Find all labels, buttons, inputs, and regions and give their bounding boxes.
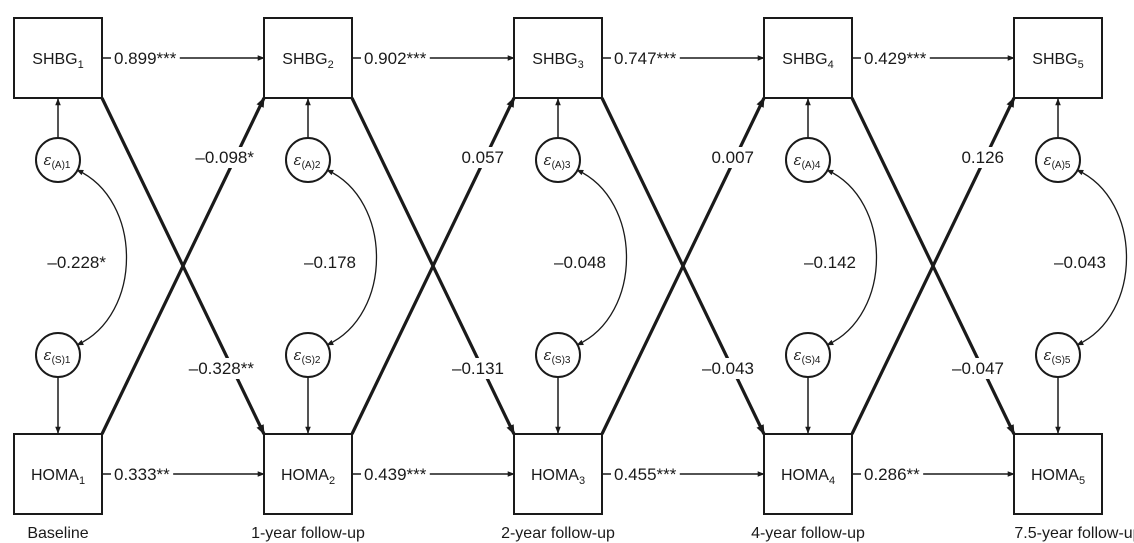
homa-node-box	[513, 433, 603, 515]
label-background	[611, 464, 680, 485]
wave-label: 4-year follow-up	[751, 525, 865, 542]
shbg-to-homa-coefficient: –0.328**	[189, 359, 255, 378]
wave-label: 2-year follow-up	[501, 525, 615, 542]
label-background	[301, 252, 359, 273]
label-background	[861, 464, 924, 485]
label-background	[1051, 252, 1109, 273]
label-background	[361, 48, 430, 69]
shbg-autoregressive-coefficient: 0.899***	[114, 49, 177, 68]
error-covariance-path	[576, 169, 627, 346]
shbg-residual-circle	[535, 137, 581, 183]
homa-residual-label: ε(S)3	[544, 346, 571, 366]
label-background	[861, 48, 930, 69]
label-background	[111, 48, 180, 69]
shbg-node-label: SHBG3	[532, 51, 583, 71]
label-background	[949, 358, 1007, 379]
label-background	[699, 358, 757, 379]
shbg-autoregressive-coefficient: 0.902***	[364, 49, 427, 68]
label-background	[551, 252, 609, 273]
wave-label: 7.5-year follow-up	[1014, 525, 1134, 542]
label-background	[611, 48, 680, 69]
homa-node-label: HOMA1	[31, 467, 85, 487]
error-covariance-coefficient: –0.048	[554, 253, 606, 272]
homa-autoregressive-coefficient: 0.333**	[114, 465, 170, 484]
shbg-node-label: SHBG5	[1032, 51, 1083, 71]
shbg-node-label: SHBG4	[782, 51, 833, 71]
homa-node-box	[13, 433, 103, 515]
homa-residual-label: ε(S)2	[294, 346, 321, 366]
error-covariance-coefficient: –0.142	[804, 253, 856, 272]
shbg-autoregressive-coefficient: 0.429***	[864, 49, 927, 68]
homa-residual-label: ε(S)4	[794, 346, 821, 366]
shbg-to-homa-coefficient: –0.043	[702, 359, 754, 378]
label-background	[44, 252, 110, 273]
homa-to-shbg-coefficient: 0.126	[961, 148, 1004, 167]
homa-residual-circle	[1035, 332, 1081, 378]
error-covariance-coefficient: –0.228*	[47, 253, 106, 272]
error-covariance-path	[76, 169, 127, 346]
wave-label: 1-year follow-up	[251, 525, 365, 542]
homa-node-box	[763, 433, 853, 515]
shbg-residual-label: ε(A)2	[294, 151, 321, 171]
homa-node-box	[263, 433, 353, 515]
label-background	[958, 147, 1007, 168]
nodes-layer: SHBG1 HOMA1 SHBG2 HOMA2 SHBG3 HOMA3 SHBG4 HOMA4…	[13, 17, 1134, 542]
label-background	[192, 147, 258, 168]
shbg-autoregressive-coefficient: 0.747***	[614, 49, 677, 68]
shbg-node-box	[13, 17, 103, 99]
shbg-to-homa-coefficient: –0.131	[452, 359, 504, 378]
shbg-node-box	[1013, 17, 1103, 99]
shbg-to-homa-coefficient: –0.047	[952, 359, 1004, 378]
homa-residual-circle	[285, 332, 331, 378]
homa-to-shbg-coefficient: 0.057	[461, 148, 504, 167]
shbg-residual-circle	[35, 137, 81, 183]
shbg-residual-circle	[785, 137, 831, 183]
homa-to-shbg-coefficient: –0.098*	[195, 148, 254, 167]
shbg-node-box	[263, 17, 353, 99]
homa-residual-label: ε(S)5	[1044, 346, 1071, 366]
shbg-residual-label: ε(A)3	[544, 151, 571, 171]
homa-node-label: HOMA4	[781, 467, 835, 487]
homa-autoregressive-coefficient: 0.286**	[864, 465, 920, 484]
error-covariance-path	[326, 169, 377, 346]
shbg-node-box	[513, 17, 603, 99]
homa-residual-label: ε(S)1	[44, 346, 71, 366]
homa-to-shbg-coefficient: 0.007	[711, 148, 754, 167]
shbg-residual-label: ε(A)1	[44, 151, 71, 171]
error-covariance-path	[1076, 169, 1127, 346]
error-covariance-coefficient: –0.043	[1054, 253, 1106, 272]
shbg-residual-label: ε(A)4	[794, 151, 821, 171]
shbg-residual-label: ε(A)5	[1044, 151, 1071, 171]
homa-node-label: HOMA5	[1031, 467, 1085, 487]
homa-residual-circle	[535, 332, 581, 378]
label-background	[185, 358, 258, 379]
shbg-residual-circle	[285, 137, 331, 183]
homa-autoregressive-coefficient: 0.439***	[364, 465, 427, 484]
homa-node-label: HOMA3	[531, 467, 585, 487]
homa-residual-circle	[35, 332, 81, 378]
shbg-residual-circle	[1035, 137, 1081, 183]
homa-autoregressive-coefficient: 0.455***	[614, 465, 677, 484]
shbg-node-label: SHBG1	[32, 51, 83, 71]
homa-node-box	[1013, 433, 1103, 515]
error-covariance-coefficient: –0.178	[304, 253, 356, 272]
error-covariance-path	[826, 169, 877, 346]
wave-label: Baseline	[27, 525, 88, 542]
homa-residual-circle	[785, 332, 831, 378]
coefficient-labels-layer: 0.899*** 0.902*** 0.747*** 0.429*** 0.333** 0…	[44, 48, 1109, 485]
label-background	[361, 464, 430, 485]
shbg-node-label: SHBG2	[282, 51, 333, 71]
label-background	[458, 147, 507, 168]
label-background	[708, 147, 757, 168]
label-background	[111, 464, 174, 485]
homa-node-label: HOMA2	[281, 467, 335, 487]
label-background	[449, 358, 507, 379]
label-background	[801, 252, 859, 273]
shbg-node-box	[763, 17, 853, 99]
